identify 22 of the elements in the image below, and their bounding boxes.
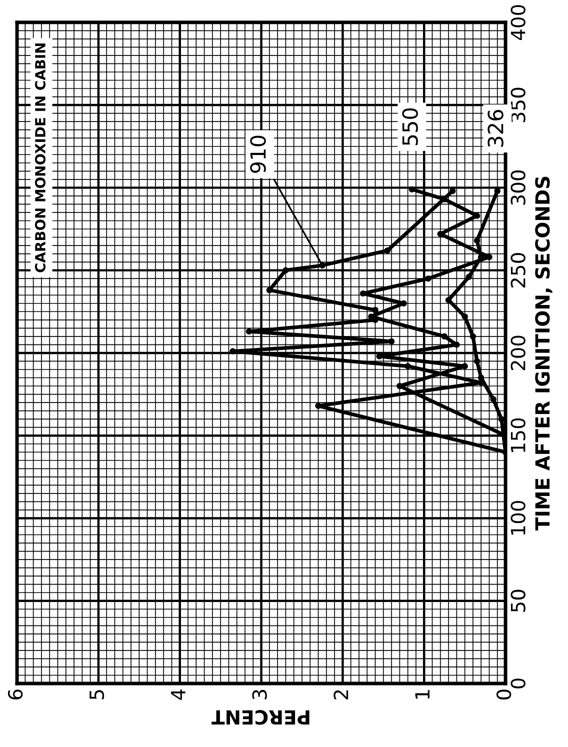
y-tick-label: 0 — [510, 678, 526, 688]
text: CARBON MONOXIDE IN CABIN — [34, 44, 46, 272]
x-tick-label: 4 — [171, 689, 186, 700]
y-axis-title: TIME AFTER IGNITION, SECONDS — [535, 176, 552, 530]
x-tick-label: 1 — [415, 690, 430, 699]
x-tick-label: 3 — [252, 690, 267, 700]
y-tick-label: 200 — [510, 336, 526, 370]
annotation: 910 — [250, 136, 266, 173]
y-tick-label: 100 — [510, 500, 526, 535]
x-tick-label: 6 — [8, 690, 23, 700]
annotation: 326 — [488, 110, 504, 147]
y-tick-label: 250 — [510, 253, 526, 288]
y-tick-label: 150 — [510, 418, 526, 452]
x-tick-label: 2 — [334, 690, 348, 700]
y-tick-label: 300 — [510, 170, 526, 205]
x-tick-label: 0 — [496, 690, 512, 700]
y-tick-label: 350 — [510, 88, 526, 122]
y-tick-label: 50 — [510, 590, 526, 612]
annotation: 550 — [402, 108, 418, 146]
x-tick-label: 5 — [90, 690, 104, 700]
x-axis-title: PERCENT — [212, 710, 310, 725]
y-tick-label: 400 — [510, 5, 526, 40]
